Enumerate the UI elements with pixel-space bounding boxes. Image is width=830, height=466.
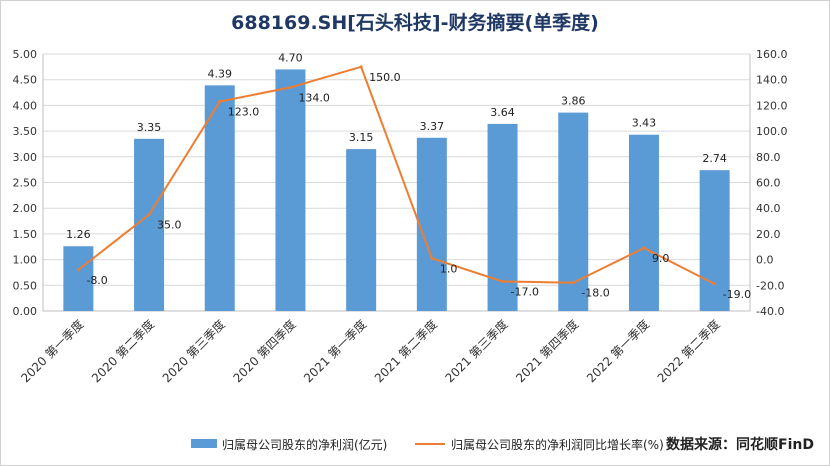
x-tick-label: 2021 第四季度: [513, 317, 582, 386]
x-tick-label: 2020 第四季度: [230, 317, 299, 386]
growth-point: [76, 268, 80, 272]
bar-value-label: 1.26: [66, 228, 91, 241]
legend-line-swatch: [415, 443, 445, 445]
growth-point: [501, 279, 505, 283]
growth-point: [430, 256, 434, 260]
bar: [416, 137, 447, 311]
growth-value-label: 123.0: [228, 106, 260, 119]
growth-value-label: 9.0: [652, 252, 670, 265]
y-tick-label-left: 3.00: [13, 151, 38, 164]
growth-value-label: -19.0: [723, 288, 751, 301]
bar-value-label: 4.70: [278, 51, 303, 64]
y-tick-label-left: 2.00: [13, 202, 38, 215]
y-tick-label-right: 20.0: [756, 228, 781, 241]
growth-point: [571, 281, 575, 285]
bar-value-label: 3.35: [137, 121, 162, 134]
chart-title: 688169.SH[石头科技]-财务摘要(单季度): [231, 12, 599, 34]
growth-point: [642, 246, 646, 250]
y-tick-label-left: 2.50: [13, 177, 38, 190]
growth-value-label: -17.0: [511, 285, 539, 298]
growth-point: [359, 65, 363, 69]
y-tick-label-right: -40.0: [756, 305, 784, 318]
bar: [275, 69, 306, 311]
y-tick-label-right: 120.0: [756, 99, 788, 112]
bar-value-label: 3.86: [561, 95, 586, 108]
growth-value-label: 150.0: [369, 71, 401, 84]
x-tick-label: 2020 第三季度: [159, 317, 228, 386]
y-tick-label-left: 4.00: [13, 99, 38, 112]
bar: [628, 134, 659, 311]
y-tick-label-right: 0.0: [756, 254, 774, 267]
x-tick-label: 2021 第二季度: [371, 317, 440, 386]
bar-value-label: 3.37: [420, 120, 445, 133]
y-tick-label-right: 140.0: [756, 74, 788, 87]
chart-legend: 归属母公司股东的净利润(亿元) 归属母公司股东的净利润同比增长率(%) 数据来源…: [0, 432, 830, 456]
data-source-label: 数据来源：同花顺FinD: [666, 437, 814, 453]
x-tick-label: 2020 第二季度: [88, 317, 157, 386]
y-tick-label-right: 60.0: [756, 177, 781, 190]
growth-value-label: -18.0: [581, 287, 609, 300]
growth-value-label: 1.0: [440, 262, 458, 275]
y-tick-label-right: 40.0: [756, 202, 781, 215]
growth-value-label: -8.0: [86, 274, 107, 287]
legend-line-label: 归属母公司股东的净利润同比增长率(%): [451, 438, 664, 452]
bar-value-label: 4.39: [208, 67, 233, 80]
bar: [134, 138, 165, 311]
growth-point: [218, 100, 222, 104]
y-tick-label-right: 80.0: [756, 151, 781, 164]
bar: [63, 246, 94, 311]
y-tick-label-left: 5.00: [13, 48, 38, 61]
x-tick-label: 2022 第一季度: [583, 317, 652, 386]
x-tick-label: 2022 第二季度: [654, 317, 723, 386]
bar: [699, 170, 730, 311]
y-tick-label-right: -20.0: [756, 279, 784, 292]
bar-value-label: 3.43: [632, 117, 657, 130]
y-tick-label-left: 1.00: [13, 254, 38, 267]
y-tick-label-left: 0.50: [13, 279, 38, 292]
bar-value-label: 3.64: [490, 106, 515, 119]
legend-bar-label: 归属母公司股东的净利润(亿元): [222, 438, 388, 452]
bar: [346, 149, 377, 311]
bar-value-label: 2.74: [702, 152, 727, 165]
bar: [487, 123, 518, 312]
y-tick-label-left: 1.50: [13, 228, 38, 241]
bar: [204, 85, 235, 311]
growth-point: [288, 85, 292, 89]
growth-point: [713, 282, 717, 286]
legend-bar-swatch: [191, 439, 217, 448]
bar-value-label: 3.15: [349, 131, 374, 144]
growth-point: [147, 213, 151, 217]
x-tick-label: 2021 第三季度: [442, 317, 511, 386]
growth-value-label: 134.0: [298, 91, 330, 104]
y-tick-label-left: 4.50: [13, 74, 38, 87]
x-tick-label: 2020 第一季度: [18, 317, 87, 386]
y-tick-label-left: 0.00: [13, 305, 38, 318]
x-tick-label: 2021 第一季度: [300, 317, 369, 386]
growth-value-label: 35.0: [157, 219, 182, 232]
y-tick-label-right: 160.0: [756, 48, 788, 61]
y-tick-label-left: 3.50: [13, 125, 38, 138]
y-tick-label-right: 100.0: [756, 125, 788, 138]
growth-line: [77, 65, 716, 285]
